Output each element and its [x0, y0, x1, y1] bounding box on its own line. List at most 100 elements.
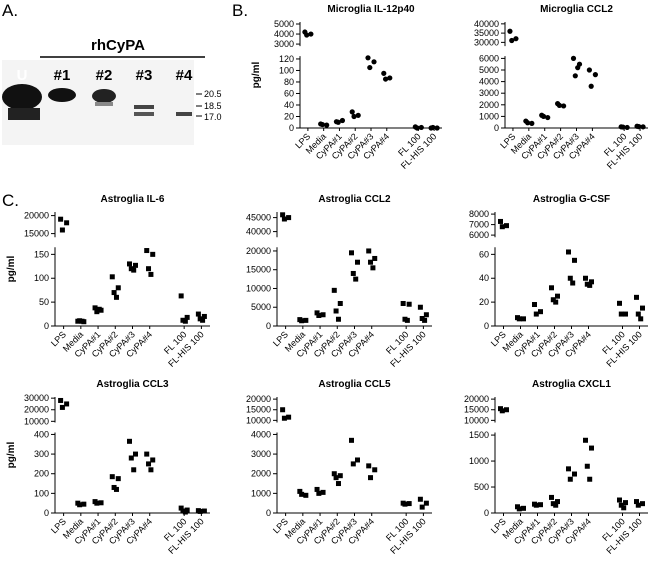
- y-tick-label: 4000: [479, 77, 499, 87]
- y-tick-label: 0: [44, 508, 49, 518]
- data-point: [195, 311, 201, 317]
- chart-title: Astroglia IL-6: [101, 194, 165, 205]
- data-point: [308, 31, 314, 37]
- data-point: [365, 55, 371, 61]
- y-tick-label: 4000: [274, 29, 294, 39]
- lane-label: #4: [176, 67, 193, 84]
- data-point: [335, 316, 341, 322]
- data-point: [127, 438, 132, 444]
- data-point: [58, 216, 64, 222]
- data-point: [367, 64, 373, 71]
- data-point: [368, 475, 374, 481]
- data-point: [617, 300, 622, 306]
- data-point: [150, 251, 156, 257]
- y-tick-label: 0: [266, 321, 271, 331]
- data-point: [355, 259, 360, 265]
- data-point: [304, 32, 310, 38]
- data-point: [133, 262, 138, 268]
- chart-title: Astroglia CXCL1: [532, 379, 611, 390]
- data-point: [549, 494, 554, 500]
- data-point: [422, 317, 428, 323]
- data-point: [115, 476, 121, 482]
- y-tick-label: 15000: [464, 405, 489, 415]
- data-point: [507, 28, 513, 34]
- y-tick-label: 10000: [246, 283, 271, 293]
- data-point: [182, 318, 188, 324]
- y-tick-label: 8000: [469, 209, 489, 219]
- chart: Astroglia CCL2 0 5000 10000 15000 20000 40000 4…: [246, 194, 432, 369]
- data-point: [353, 276, 359, 282]
- data-point: [533, 311, 539, 317]
- data-point: [366, 463, 372, 469]
- data-point: [92, 305, 98, 311]
- y-tick-label: 100: [34, 488, 49, 498]
- data-point: [355, 112, 361, 118]
- data-point: [127, 261, 132, 267]
- panel-label: B.: [232, 1, 248, 20]
- band: [176, 112, 192, 116]
- data-point: [115, 285, 121, 291]
- y-axis-label: pg/ml: [6, 441, 17, 468]
- chart: Astroglia CCL3 pg/ml 0 100 200 300 400 10000200…: [6, 379, 210, 556]
- chart: Astroglia CXCL1 0 500 1000 1500 1000015000200…: [464, 379, 648, 556]
- data-point: [355, 457, 360, 463]
- y-tick-label: 400: [34, 429, 49, 439]
- data-point: [553, 502, 559, 508]
- y-tick-label: 15000: [246, 265, 271, 275]
- data-point: [201, 508, 207, 514]
- band: [134, 105, 154, 109]
- data-point: [349, 109, 355, 115]
- data-point: [419, 504, 425, 510]
- data-point: [617, 497, 622, 503]
- data-point: [588, 83, 594, 89]
- data-point: [640, 124, 646, 130]
- y-tick-label: 30000: [24, 393, 49, 403]
- y-tick-label: 20000: [24, 211, 49, 221]
- y-tick-label: 1000: [469, 456, 489, 466]
- data-point: [349, 250, 354, 256]
- chart: Astroglia CCL5 0 1000 2000 3000 4000 100001500…: [246, 379, 432, 556]
- data-point: [402, 501, 408, 507]
- chart-title: Astroglia CCL5: [318, 379, 391, 390]
- data-point: [79, 318, 85, 324]
- data-point: [333, 308, 339, 314]
- mw-label: 18.5: [204, 101, 222, 111]
- y-tick-label: 60: [284, 88, 294, 98]
- data-point: [111, 290, 117, 296]
- data-point: [131, 267, 137, 273]
- data-point: [555, 293, 560, 299]
- data-point: [150, 457, 156, 463]
- data-point: [434, 125, 440, 131]
- y-tick-label: 0: [484, 321, 489, 331]
- band: [92, 89, 116, 103]
- data-point: [414, 125, 420, 131]
- data-point: [131, 467, 137, 473]
- y-tick-label: 10000: [24, 416, 49, 426]
- data-point: [513, 36, 519, 42]
- data-point: [335, 481, 341, 487]
- y-tick-label: 5000: [479, 65, 499, 75]
- y-tick-label: 20: [479, 297, 489, 307]
- y-tick-label: 40000: [474, 19, 499, 29]
- data-point: [128, 455, 134, 461]
- data-point: [618, 502, 624, 508]
- y-tick-label: 200: [34, 469, 49, 479]
- data-point: [297, 488, 303, 494]
- chart-title: Microglia CCL2: [540, 4, 613, 15]
- data-point: [572, 73, 578, 79]
- data-point: [567, 275, 573, 281]
- data-point: [64, 401, 70, 407]
- y-tick-label: 40: [284, 100, 294, 110]
- data-point: [587, 282, 593, 288]
- data-point: [58, 397, 64, 403]
- data-point: [146, 266, 152, 272]
- data-point: [498, 218, 503, 224]
- y-tick-label: 300: [34, 449, 49, 459]
- data-point: [538, 309, 543, 315]
- data-point: [113, 486, 119, 492]
- data-point: [94, 500, 100, 506]
- data-point: [337, 300, 343, 306]
- data-point: [417, 304, 423, 310]
- data-point: [98, 500, 104, 506]
